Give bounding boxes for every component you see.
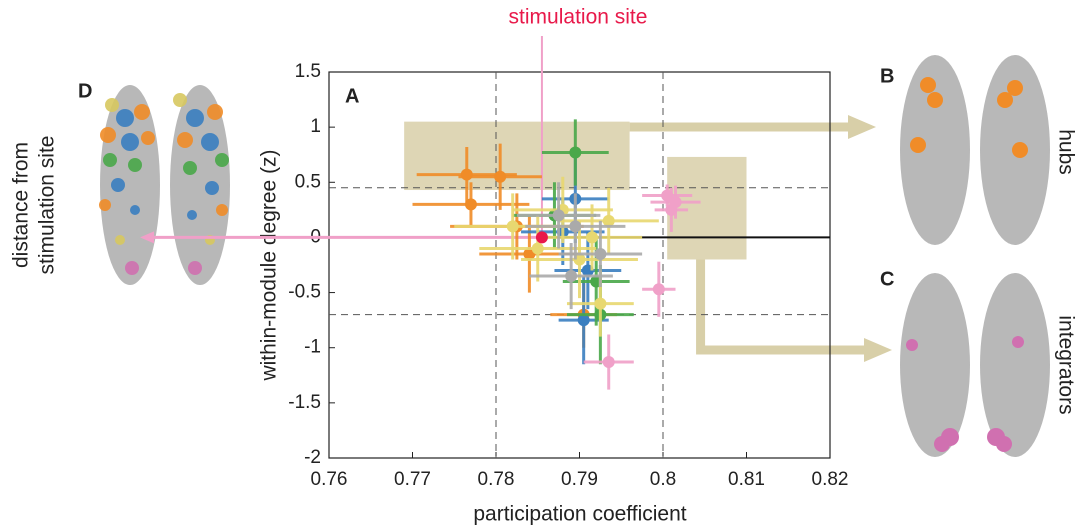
series (454, 176, 659, 337)
point (652, 283, 665, 296)
y-tick-label: -1.5 (288, 392, 321, 413)
series (516, 182, 643, 310)
integrator-arrow (696, 259, 866, 355)
x-tick-label: 0.77 (394, 469, 431, 490)
point (464, 198, 477, 211)
point (506, 220, 519, 233)
point (602, 214, 615, 227)
hubs-label: hubs (1054, 129, 1077, 175)
x-tick-label: 0.79 (561, 469, 598, 490)
y-axis-label: within-module degree (z) (258, 149, 281, 381)
point (577, 314, 590, 327)
distance-label: distance from (10, 142, 33, 268)
point (494, 170, 507, 183)
x-tick-label: 0.82 (812, 469, 849, 490)
point (602, 356, 615, 369)
x-tick-label: 0.76 (311, 469, 348, 490)
y-tick-label: 1.5 (295, 61, 321, 82)
x-axis-label: participation coefficient (473, 503, 686, 526)
point (594, 297, 607, 310)
integrators-label: integrators (1054, 315, 1077, 414)
point (552, 209, 565, 222)
stimulation-label: stimulation site (509, 6, 648, 29)
panel-label: B (880, 65, 894, 87)
x-tick-label: 0.8 (650, 469, 676, 490)
panel-label: D (78, 80, 92, 102)
x-tick-label: 0.81 (728, 469, 765, 490)
point (665, 203, 678, 216)
panel-label: C (880, 268, 894, 290)
point (569, 220, 582, 233)
y-tick-label: -1 (304, 337, 321, 358)
y-tick-label: 0.5 (295, 171, 321, 192)
hub-arrowhead (848, 115, 876, 139)
point (460, 168, 473, 181)
x-tick-label: 0.78 (478, 469, 515, 490)
hub-region (404, 121, 630, 191)
brain-b (900, 55, 1050, 245)
point (535, 231, 548, 244)
y-tick-label: -0.5 (288, 282, 321, 303)
point (531, 242, 544, 255)
integrator-region (667, 156, 747, 260)
point (594, 247, 607, 260)
y-tick-label: 1 (310, 116, 321, 137)
point (565, 270, 578, 283)
brain-d (99, 85, 230, 285)
y-tick-label: -2 (304, 447, 321, 468)
point (569, 146, 582, 159)
distance-arrowhead (140, 231, 154, 244)
brain-c (900, 273, 1050, 457)
series (535, 231, 548, 244)
panel-label: A (345, 85, 359, 107)
series (583, 184, 701, 390)
integrator-arrowhead (864, 338, 892, 362)
point (586, 231, 599, 244)
distance-label: stimulation site (36, 136, 59, 275)
